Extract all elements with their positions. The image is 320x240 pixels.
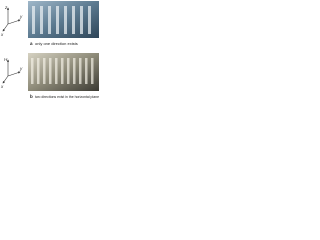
axis-label: z	[4, 5, 8, 10]
panel-label: b	[30, 94, 33, 99]
axis-label: y	[19, 66, 23, 71]
panel-label: a	[30, 41, 33, 46]
caption: two directions exist in the horizontal p…	[35, 94, 100, 99]
fibers	[32, 6, 91, 34]
figure: z y x a only one direction exists H y x	[0, 1, 100, 99]
pillars	[31, 58, 94, 84]
page: {"panels": [ {"label": "a", "caption": "…	[0, 0, 100, 107]
micrograph	[28, 1, 99, 38]
axis-label: y	[19, 14, 23, 19]
panel-b: H y x b two directions exist in the hori…	[0, 53, 100, 99]
axis-label: x	[0, 32, 4, 37]
axes-b	[2, 59, 21, 84]
panel-a: z y x a only one direction exists	[0, 1, 99, 46]
caption: only one direction exists	[35, 41, 78, 46]
axis-label: H	[4, 57, 8, 62]
axis-label: x	[0, 84, 4, 89]
axes-a	[2, 7, 21, 32]
